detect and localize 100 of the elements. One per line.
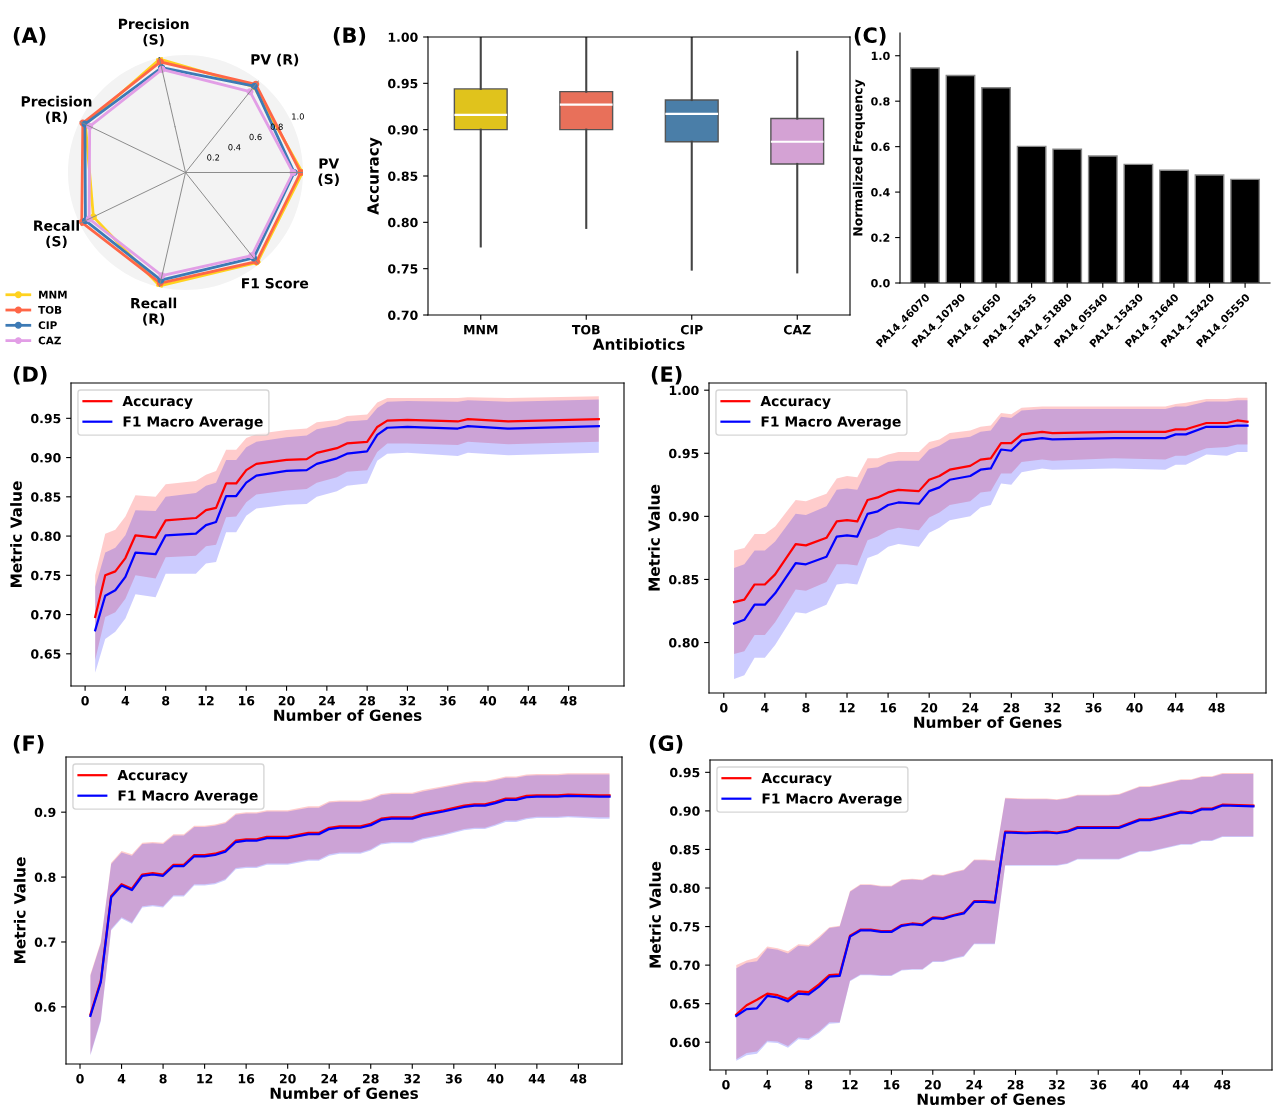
x-tick-label: 16 bbox=[238, 695, 255, 706]
x-tick-label: TOB bbox=[571, 324, 600, 335]
y-tick-label: 0.6 bbox=[871, 142, 890, 152]
y-tick-label: 0.6 bbox=[34, 1002, 56, 1012]
x-tick-label: 8 bbox=[805, 1079, 813, 1090]
y-tick-label: 0.90 bbox=[31, 453, 61, 463]
y-tick-label: 0.4 bbox=[228, 144, 241, 151]
spoke-label: Recall (R) bbox=[131, 297, 177, 326]
legend-label: Accuracy bbox=[761, 772, 832, 787]
x-tick-label: 44 bbox=[1172, 1080, 1190, 1090]
x-tick-label: 20 bbox=[278, 695, 295, 706]
x-tick-label: 4 bbox=[761, 703, 769, 713]
x-tick-label: 28 bbox=[359, 695, 376, 706]
spoke-label: PV (S) bbox=[318, 158, 340, 186]
x-tick-label: 0 bbox=[722, 1079, 730, 1090]
x-axis-title: Number of Genes bbox=[274, 709, 422, 722]
y-tick-label: 0.80 bbox=[31, 531, 61, 541]
x-tick-label: 32 bbox=[1049, 1079, 1065, 1090]
legend-label: Accuracy bbox=[122, 395, 193, 410]
y-tick-label: 0.95 bbox=[388, 78, 418, 89]
y-axis-title: Normalized Frequency bbox=[852, 79, 866, 236]
y-tick-label: 0.80 bbox=[388, 217, 418, 228]
x-axis-title: Number of Genes bbox=[270, 1087, 418, 1100]
y-tick-label: 0.85 bbox=[670, 844, 700, 855]
x-tick-label: 44 bbox=[528, 1074, 545, 1084]
y-tick-label: 0.95 bbox=[31, 413, 61, 424]
x-tick-label: 16 bbox=[880, 702, 897, 713]
x-tick-label: 24 bbox=[966, 1079, 983, 1090]
y-tick-label: 0.9 bbox=[34, 807, 56, 818]
y-tick-label: 0.95 bbox=[670, 767, 700, 778]
y-tick-label: 0.80 bbox=[670, 883, 700, 893]
x-tick-label: 40 bbox=[479, 695, 497, 706]
x-tick-label: 24 bbox=[962, 702, 979, 713]
y-tick-label: 1.0 bbox=[292, 113, 304, 120]
text: (B) bbox=[333, 26, 366, 46]
y-tick-label: 1.00 bbox=[669, 385, 699, 396]
y-tick-label: 0.4 bbox=[871, 188, 890, 197]
x-tick-label: 28 bbox=[1007, 1079, 1024, 1090]
y-tick-label: 0.90 bbox=[388, 125, 418, 135]
x-tick-label: 32 bbox=[399, 695, 416, 706]
x-tick-label: 0 bbox=[720, 702, 728, 713]
x-tick-label: 40 bbox=[487, 1073, 504, 1084]
legend-label: F1 Macro Average bbox=[118, 790, 258, 804]
x-tick-label: 8 bbox=[159, 1073, 167, 1084]
text: (C) bbox=[854, 26, 886, 46]
x-tick-label: 24 bbox=[321, 1073, 338, 1084]
spoke-label: Recall (S) bbox=[34, 220, 79, 249]
x-tick-label: 48 bbox=[560, 695, 577, 706]
x-tick-label: 28 bbox=[363, 1073, 379, 1084]
y-tick-label: 1.00 bbox=[388, 32, 418, 42]
x-axis-title: Antibiotics bbox=[592, 338, 685, 351]
x-tick-label: 28 bbox=[1003, 702, 1020, 713]
y-axis-title: Metric Value bbox=[648, 484, 660, 591]
x-tick-label: 12 bbox=[842, 1079, 858, 1090]
x-tick-label: CAZ bbox=[783, 324, 811, 335]
x-axis-title: Number of Genes bbox=[914, 716, 1062, 729]
spoke-label: Precision (R) bbox=[21, 95, 92, 124]
x-tick-label: 36 bbox=[439, 695, 456, 706]
spoke-label: Precision (S) bbox=[118, 18, 189, 47]
y-tick-label: 0.0 bbox=[871, 278, 890, 288]
legend-label: Accuracy bbox=[760, 395, 831, 410]
x-tick-label: 36 bbox=[1090, 1079, 1107, 1090]
spoke-label: PV (R) bbox=[251, 53, 299, 67]
x-tick-label: 16 bbox=[884, 1079, 900, 1090]
legend-label: F1 Macro Average bbox=[762, 793, 902, 807]
x-tick-label: 4 bbox=[121, 696, 130, 706]
x-tick-label: 0 bbox=[81, 695, 89, 706]
y-tick-label: 0.8 bbox=[34, 872, 56, 882]
y-axis-title: Metric Value bbox=[649, 861, 661, 968]
y-tick-label: 0.85 bbox=[669, 574, 699, 585]
legend-label: TOB bbox=[38, 305, 62, 314]
spoke-label: F1 Score bbox=[242, 277, 309, 289]
y-axis-title: Metric Value bbox=[13, 857, 26, 963]
x-tick-label: 16 bbox=[238, 1073, 255, 1084]
x-tick-label: 40 bbox=[1131, 1079, 1148, 1090]
legend-label: F1 Macro Average bbox=[761, 416, 901, 430]
y-tick-label: 0.60 bbox=[670, 1037, 700, 1048]
y-tick-label: 0.70 bbox=[31, 610, 61, 620]
legend-label: Accuracy bbox=[117, 769, 188, 784]
x-tick-label: CIP bbox=[680, 324, 703, 335]
x-tick-label: 36 bbox=[1085, 702, 1102, 713]
y-axis-title: Accuracy bbox=[367, 137, 382, 215]
y-tick-label: 0.75 bbox=[388, 264, 418, 274]
y-tick-label: 0.85 bbox=[388, 171, 418, 181]
x-tick-label: 48 bbox=[1214, 1079, 1231, 1090]
y-tick-label: 0.8 bbox=[871, 97, 890, 106]
y-tick-label: 0.70 bbox=[388, 310, 418, 320]
y-tick-label: 0.7 bbox=[34, 937, 56, 947]
text: (D) bbox=[13, 365, 47, 385]
text: (A) bbox=[13, 26, 46, 46]
x-tick-label: 12 bbox=[198, 695, 214, 706]
y-tick-label: 0.6 bbox=[249, 133, 262, 141]
x-tick-label: 8 bbox=[162, 695, 170, 706]
text: (E) bbox=[651, 365, 682, 385]
x-tick-label: 40 bbox=[1126, 702, 1143, 713]
y-tick-label: 0.2 bbox=[871, 233, 890, 242]
x-tick-label: 20 bbox=[921, 702, 938, 713]
text: (G) bbox=[649, 734, 683, 754]
y-tick-label: 0.90 bbox=[669, 511, 699, 522]
x-tick-label: 44 bbox=[520, 696, 537, 706]
